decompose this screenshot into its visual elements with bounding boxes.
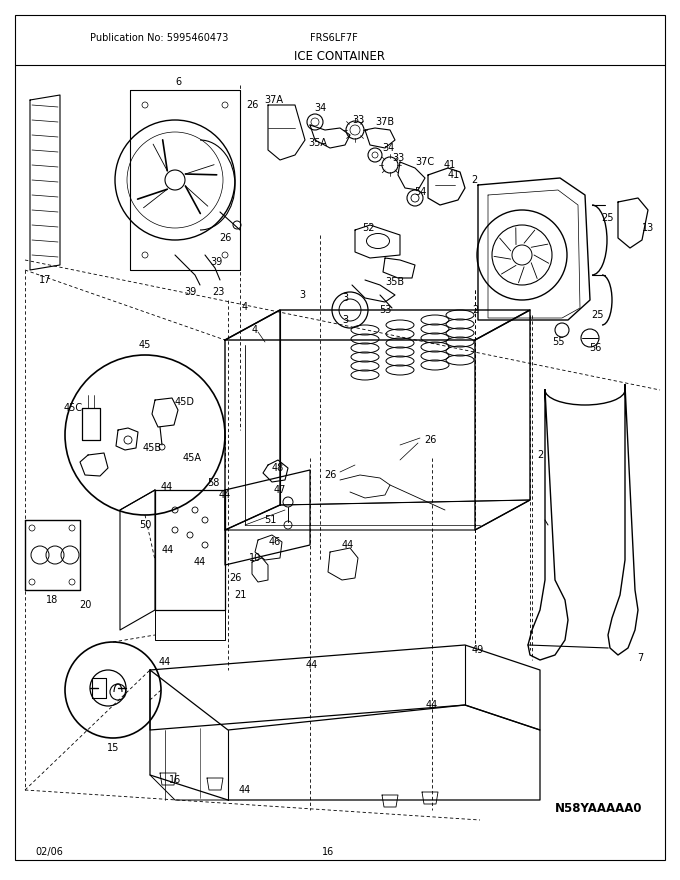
Text: 44: 44 (342, 540, 354, 550)
Text: 54: 54 (414, 187, 426, 197)
Text: 37C: 37C (415, 157, 435, 167)
Text: 02/06: 02/06 (35, 847, 63, 857)
Text: 48: 48 (272, 463, 284, 473)
Text: 10: 10 (249, 553, 261, 563)
Text: 4: 4 (242, 302, 248, 312)
Text: 16: 16 (169, 775, 181, 785)
Text: 2: 2 (472, 305, 478, 315)
Text: 6: 6 (175, 77, 181, 87)
Text: 35A: 35A (309, 138, 328, 148)
Text: 26: 26 (228, 573, 241, 583)
Text: 44: 44 (239, 785, 251, 795)
Text: 3: 3 (299, 290, 305, 300)
Text: 25: 25 (592, 310, 605, 320)
Text: 51: 51 (264, 515, 276, 525)
Text: 25: 25 (602, 213, 614, 223)
Text: 35B: 35B (386, 277, 405, 287)
Text: 15: 15 (107, 743, 119, 753)
Text: 53: 53 (379, 305, 391, 315)
Text: 41: 41 (444, 160, 456, 170)
Text: 52: 52 (362, 223, 374, 233)
Text: ICE CONTAINER: ICE CONTAINER (294, 50, 386, 63)
Text: 50: 50 (139, 520, 151, 530)
Text: 55: 55 (551, 337, 564, 347)
Text: FRS6LF7F: FRS6LF7F (310, 33, 358, 43)
Text: 34: 34 (382, 143, 394, 153)
Text: 20: 20 (79, 600, 91, 610)
Text: 16: 16 (322, 847, 334, 857)
Text: 39: 39 (184, 287, 196, 297)
Text: 44: 44 (161, 482, 173, 492)
Text: 49: 49 (472, 645, 484, 655)
Text: 44: 44 (159, 657, 171, 667)
Text: 45: 45 (139, 340, 151, 350)
Text: 45D: 45D (175, 397, 195, 407)
Text: 2: 2 (472, 175, 478, 185)
Text: 44: 44 (306, 660, 318, 670)
Text: 17: 17 (39, 275, 51, 285)
Text: 2: 2 (537, 450, 543, 460)
Text: 26: 26 (424, 435, 436, 445)
Text: 7: 7 (637, 653, 643, 663)
Text: 18: 18 (46, 595, 58, 605)
Text: 26: 26 (324, 470, 336, 480)
Text: 33: 33 (392, 153, 404, 163)
Text: Publication No: 5995460473: Publication No: 5995460473 (90, 33, 228, 43)
Text: 26: 26 (219, 233, 231, 243)
Text: 3: 3 (342, 293, 348, 303)
Text: 37A: 37A (264, 95, 283, 105)
Text: 45C: 45C (63, 403, 82, 413)
Text: 47: 47 (274, 485, 286, 495)
Text: 41: 41 (448, 170, 460, 180)
Text: 26: 26 (245, 100, 258, 110)
Text: 39: 39 (210, 257, 222, 267)
Text: 21: 21 (234, 590, 246, 600)
Text: 56: 56 (589, 343, 601, 353)
Text: 23: 23 (211, 287, 224, 297)
Text: 44: 44 (219, 490, 231, 500)
Text: 58: 58 (207, 478, 219, 488)
Text: 45B: 45B (142, 443, 162, 453)
Text: 44: 44 (162, 545, 174, 555)
Text: 33: 33 (352, 115, 364, 125)
Text: 37B: 37B (375, 117, 394, 127)
Text: 45A: 45A (182, 453, 201, 463)
Text: 34: 34 (314, 103, 326, 113)
Text: 44: 44 (194, 557, 206, 567)
Text: 3: 3 (342, 315, 348, 325)
Text: 44: 44 (426, 700, 438, 710)
Text: 13: 13 (642, 223, 654, 233)
Text: 4: 4 (252, 325, 258, 335)
Text: N58YAAAAA0: N58YAAAAA0 (555, 802, 643, 815)
Text: 46: 46 (269, 537, 281, 547)
